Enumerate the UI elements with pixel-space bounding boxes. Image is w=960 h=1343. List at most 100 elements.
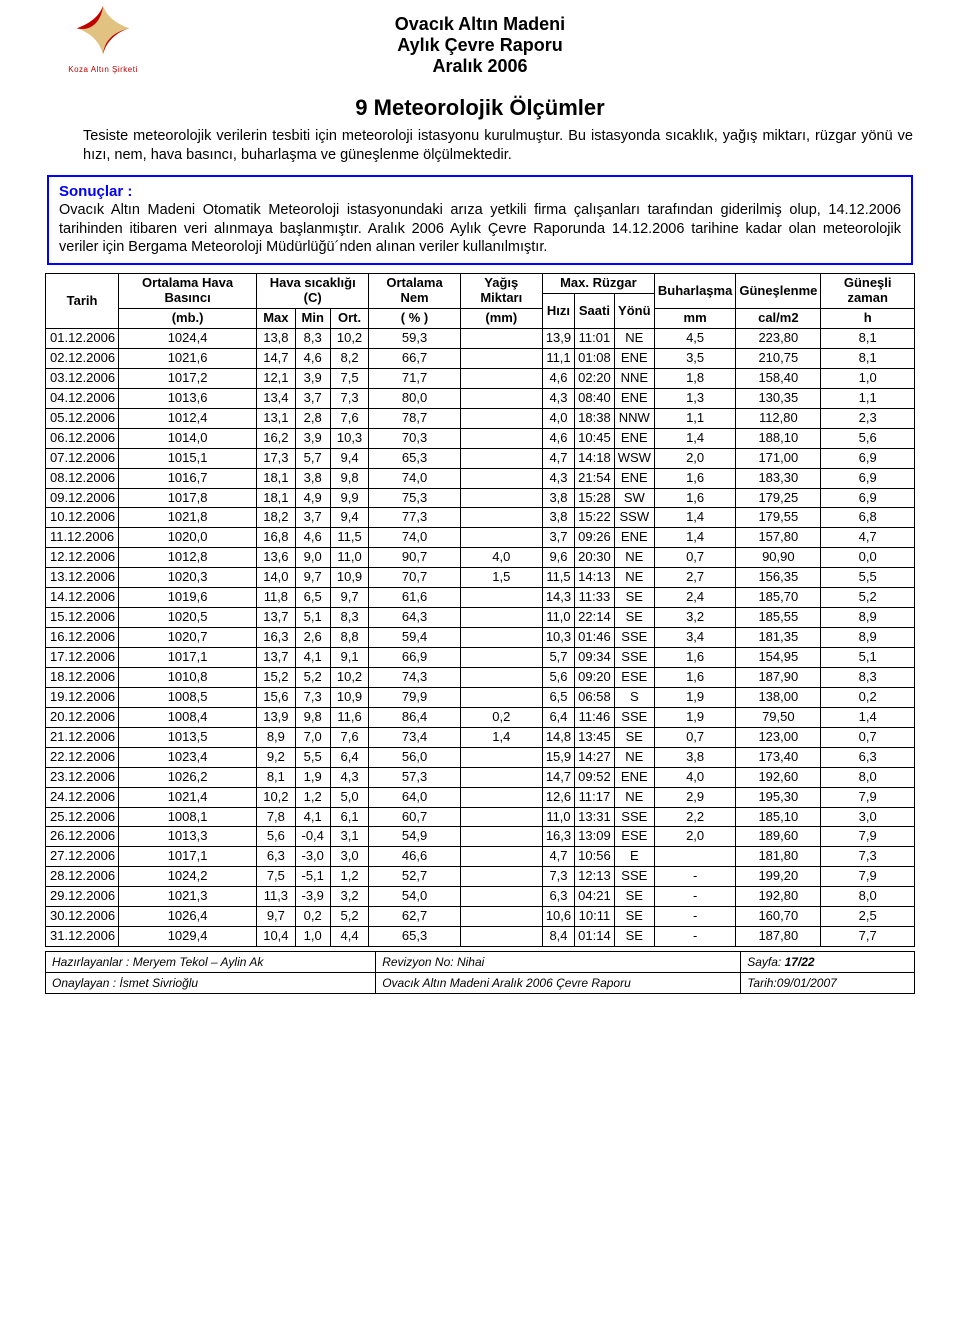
table-cell: 15,2	[257, 667, 296, 687]
table-cell: 52,7	[369, 867, 460, 887]
table-cell: NE	[614, 787, 654, 807]
table-row: 21.12.20061013,58,97,07,673,41,414,813:4…	[46, 727, 915, 747]
table-cell: 2,0	[654, 827, 735, 847]
table-cell: 01:08	[575, 348, 615, 368]
table-cell: 1,8	[654, 368, 735, 388]
table-cell: 11,0	[542, 608, 574, 628]
table-cell: 66,9	[369, 648, 460, 668]
table-cell: 1017,1	[119, 648, 257, 668]
col-mm: (mm)	[460, 309, 542, 329]
table-cell: 1,2	[330, 867, 369, 887]
table-cell: 3,8	[542, 488, 574, 508]
table-cell: 7,7	[821, 927, 915, 947]
table-cell: 12:13	[575, 867, 615, 887]
table-row: 19.12.20061008,515,67,310,979,96,506:58S…	[46, 687, 915, 707]
table-cell: 1,4	[654, 428, 735, 448]
col-tarih: Tarih	[46, 274, 119, 329]
footer-date-label: Tarih:	[747, 976, 777, 990]
table-cell: 15.12.2006	[46, 608, 119, 628]
table-cell: 10,2	[330, 667, 369, 687]
table-cell: -	[654, 887, 735, 907]
table-cell: 3,2	[654, 608, 735, 628]
table-cell: 1024,4	[119, 329, 257, 349]
table-cell: 1,9	[654, 687, 735, 707]
col-max: Max	[257, 309, 296, 329]
table-cell: 3,8	[542, 508, 574, 528]
table-row: 05.12.20061012,413,12,87,678,74,018:38NN…	[46, 408, 915, 428]
table-cell	[460, 428, 542, 448]
table-cell: 1017,8	[119, 488, 257, 508]
table-cell: 1008,5	[119, 687, 257, 707]
table-cell: 15,9	[542, 747, 574, 767]
table-cell: 1,0	[295, 927, 330, 947]
table-cell: 04:21	[575, 887, 615, 907]
footer-prep-names: Meryem Tekol – Aylin Ak	[133, 955, 264, 969]
table-cell: 10,3	[542, 628, 574, 648]
table-cell: 9,4	[330, 508, 369, 528]
footer-rev: Revizyon No: Nihai	[376, 952, 741, 973]
table-cell: 09:52	[575, 767, 615, 787]
table-cell: 6,4	[542, 707, 574, 727]
table-cell: S	[614, 687, 654, 707]
table-cell: 61,6	[369, 588, 460, 608]
table-cell: 1015,1	[119, 448, 257, 468]
table-cell: 9,7	[257, 907, 296, 927]
table-cell: 5,6	[542, 667, 574, 687]
table-cell: 158,40	[736, 368, 821, 388]
table-cell: 74,0	[369, 528, 460, 548]
table-cell: E	[614, 847, 654, 867]
table-cell: 14:18	[575, 448, 615, 468]
table-row: 18.12.20061010,815,25,210,274,35,609:20E…	[46, 667, 915, 687]
table-cell: 10,3	[330, 428, 369, 448]
table-cell: 10.12.2006	[46, 508, 119, 528]
table-cell: 90,7	[369, 548, 460, 568]
table-cell: 7,3	[542, 867, 574, 887]
table-cell: SSE	[614, 807, 654, 827]
table-cell: 1,5	[460, 568, 542, 588]
table-cell: 5,6	[821, 428, 915, 448]
table-cell: 2,6	[295, 628, 330, 648]
table-row: 12.12.20061012,813,69,011,090,74,09,620:…	[46, 548, 915, 568]
table-cell: 57,3	[369, 767, 460, 787]
col-yonu: Yönü	[614, 294, 654, 329]
table-cell: 05.12.2006	[46, 408, 119, 428]
table-cell: 21:54	[575, 468, 615, 488]
table-cell: 23.12.2006	[46, 767, 119, 787]
table-cell: 185,10	[736, 807, 821, 827]
table-cell: ENE	[614, 528, 654, 548]
table-cell: 16,8	[257, 528, 296, 548]
table-cell: -5,1	[295, 867, 330, 887]
table-cell: 181,35	[736, 628, 821, 648]
table-cell: 17,3	[257, 448, 296, 468]
table-cell: 59,3	[369, 329, 460, 349]
table-cell: 5,1	[821, 648, 915, 668]
table-cell	[460, 887, 542, 907]
table-cell: 179,55	[736, 508, 821, 528]
table-cell: 6,9	[821, 488, 915, 508]
table-row: 31.12.20061029,410,41,04,465,38,401:14SE…	[46, 927, 915, 947]
col-h: h	[821, 309, 915, 329]
table-row: 27.12.20061017,16,3-3,03,046,64,710:56E1…	[46, 847, 915, 867]
table-cell: 13,9	[257, 707, 296, 727]
table-cell: 01:14	[575, 927, 615, 947]
table-cell: 29.12.2006	[46, 887, 119, 907]
table-cell: 10,2	[330, 329, 369, 349]
table-cell: 6,5	[295, 588, 330, 608]
table-cell: 07.12.2006	[46, 448, 119, 468]
table-cell: 73,4	[369, 727, 460, 747]
table-cell: SSE	[614, 707, 654, 727]
table-cell: 13,8	[257, 329, 296, 349]
col-nem: Ortalama Nem	[369, 274, 460, 309]
table-cell: 1013,6	[119, 388, 257, 408]
table-cell: NE	[614, 568, 654, 588]
table-cell: 11,1	[542, 348, 574, 368]
table-cell: 3,7	[295, 508, 330, 528]
footer-date-val: 09/01/2007	[777, 976, 837, 990]
table-cell: 04.12.2006	[46, 388, 119, 408]
table-cell: 66,7	[369, 348, 460, 368]
table-cell: 7,9	[821, 867, 915, 887]
table-cell	[460, 468, 542, 488]
table-row: 25.12.20061008,17,84,16,160,711,013:31SS…	[46, 807, 915, 827]
table-cell: 183,30	[736, 468, 821, 488]
table-cell: 7,9	[821, 827, 915, 847]
